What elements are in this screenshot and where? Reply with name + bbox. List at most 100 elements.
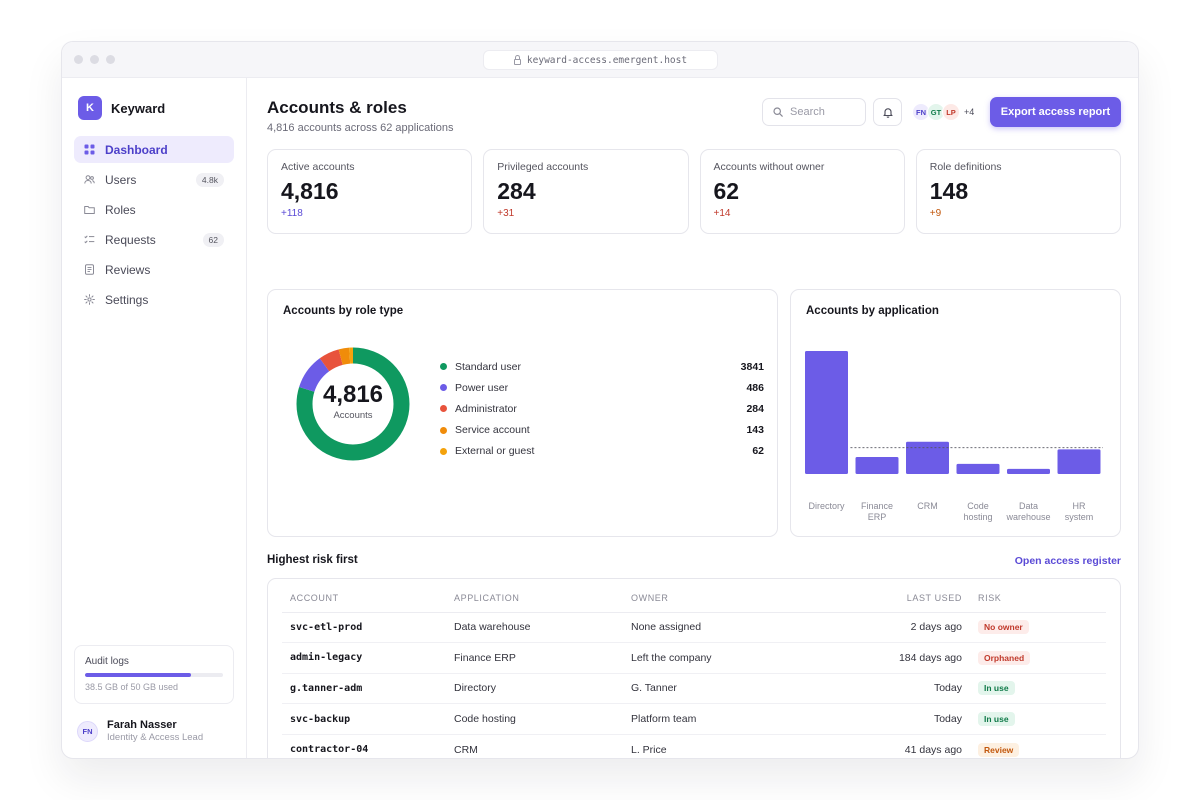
browser-titlebar: keyward-access.emergent.host bbox=[62, 42, 1138, 78]
legend-label: Power user bbox=[455, 381, 509, 394]
status-badge: No owner bbox=[978, 620, 1029, 635]
table-row[interactable]: svc-backup Code hosting Platform team Today… bbox=[282, 703, 1106, 735]
sidebar-item-label: Requests bbox=[105, 232, 156, 247]
legend-label: Standard user bbox=[455, 360, 521, 373]
kpi-value: 148 bbox=[929, 178, 969, 204]
legend-item: Standard user 3841 bbox=[440, 356, 764, 377]
role-type-card: Accounts by role type 4,816 Accounts Sta… bbox=[267, 289, 778, 537]
sidebar-item-users[interactable]: Users 4.8k bbox=[74, 166, 234, 193]
table-row[interactable]: svc-etl-prod Data warehouse None assigned 2… bbox=[282, 612, 1106, 644]
main-content: Accounts & roles 4,816 accounts across 6… bbox=[247, 78, 1138, 758]
last-used-cell: Today bbox=[840, 703, 970, 735]
browser-window: keyward-access.emergent.host K Keyward D… bbox=[61, 41, 1139, 759]
legend-item: Service account 143 bbox=[440, 420, 764, 441]
sidebar-item-settings[interactable]: Settings bbox=[74, 286, 234, 313]
brand-name: Keyward bbox=[111, 100, 166, 116]
audit-log-storage: Audit logs 38.5 GB of 50 GB used bbox=[74, 645, 234, 704]
open-access-register-link[interactable]: Open access register bbox=[1014, 555, 1121, 567]
legend-item: Administrator 284 bbox=[440, 398, 764, 419]
legend-dot bbox=[440, 363, 447, 371]
search-input[interactable]: Search bbox=[762, 98, 866, 126]
legend-item: Power user 486 bbox=[440, 377, 764, 398]
column-header[interactable]: OWNER bbox=[623, 584, 840, 613]
storage-usage-text: 38.5 GB of 50 GB used bbox=[85, 682, 179, 692]
role-legend: Standard user 3841 Power user 486 Administra… bbox=[440, 356, 764, 462]
kpi-card[interactable]: Accounts without owner 62 +14 bbox=[699, 149, 905, 234]
bar-hr-system[interactable] bbox=[1057, 449, 1101, 474]
sidebar-item-label: Settings bbox=[105, 292, 149, 307]
kpi-delta: +118 bbox=[281, 208, 303, 219]
window-controls bbox=[74, 55, 115, 64]
owner-cell: Platform team bbox=[623, 703, 840, 735]
column-header[interactable]: APPLICATION bbox=[446, 584, 623, 613]
user-name: Farah Nasser bbox=[107, 719, 177, 731]
bar-chart-title: Accounts by application bbox=[806, 305, 939, 317]
account-cell: svc-etl-prod bbox=[282, 612, 446, 644]
close-window-dot[interactable] bbox=[74, 55, 83, 64]
owner-cell: L. Price bbox=[631, 743, 667, 756]
column-header[interactable]: RISK bbox=[970, 584, 1106, 613]
search-icon bbox=[773, 107, 783, 117]
owner-cell: None assigned bbox=[623, 612, 840, 644]
storage-title: Audit logs bbox=[85, 656, 129, 667]
sidebar-item-roles[interactable]: Roles bbox=[74, 196, 234, 223]
sidebar-item-reviews[interactable]: Reviews bbox=[74, 256, 234, 283]
kpi-card[interactable]: Privileged accounts 284 +31 bbox=[483, 149, 689, 234]
application-cell: Finance ERP bbox=[446, 642, 623, 674]
risk-table-card: ACCOUNT APPLICATION OWNER LAST USED RISK svc… bbox=[267, 578, 1121, 758]
legend-dot bbox=[440, 405, 447, 413]
minimize-window-dot[interactable] bbox=[90, 55, 99, 64]
folder-icon bbox=[84, 204, 95, 215]
risk-cell: Review bbox=[970, 734, 1106, 758]
bar-crm[interactable] bbox=[906, 441, 949, 474]
maximize-window-dot[interactable] bbox=[106, 55, 115, 64]
legend-label: Service account bbox=[455, 424, 530, 437]
status-badge: In use bbox=[978, 712, 1015, 727]
owner-cell: Left the company bbox=[623, 642, 840, 674]
legend-label: Administrator bbox=[455, 402, 517, 415]
column-header[interactable]: ACCOUNT bbox=[282, 584, 446, 613]
donut-segment-external-or-guest[interactable] bbox=[296, 347, 410, 461]
bar-code-hosting[interactable] bbox=[956, 463, 1000, 474]
gear-icon bbox=[84, 294, 95, 305]
sidebar-item-requests[interactable]: Requests 62 bbox=[74, 226, 234, 253]
brand[interactable]: K Keyward bbox=[78, 96, 165, 120]
grid-icon bbox=[84, 144, 95, 155]
kpi-delta: +14 bbox=[713, 208, 731, 219]
avatar: FN bbox=[77, 720, 98, 742]
bar-finance-erp[interactable] bbox=[855, 457, 899, 474]
risk-cell: Orphaned bbox=[970, 642, 1106, 674]
kpi-value: 4,816 bbox=[281, 178, 339, 204]
legend-item: External or guest 62 bbox=[440, 441, 764, 462]
bar-data-warehouse[interactable] bbox=[1007, 468, 1050, 474]
bar-directory[interactable] bbox=[805, 351, 848, 474]
export-access-report-button[interactable]: Export access report bbox=[990, 97, 1121, 127]
kpi-label: Privileged accounts bbox=[497, 161, 589, 173]
x-tick-label: Finance ERP bbox=[861, 501, 893, 522]
brand-logo: K bbox=[78, 96, 102, 120]
column-header[interactable]: LAST USED bbox=[840, 584, 970, 613]
table-row[interactable]: g.tanner-adm Directory G. Tanner Today In us… bbox=[282, 673, 1106, 705]
team-avatars[interactable]: FN GT LP +4 bbox=[912, 103, 974, 121]
page-title: Accounts & roles bbox=[267, 98, 407, 117]
kpi-label: Accounts without owner bbox=[713, 161, 825, 173]
account-cell: contractor-04 bbox=[290, 744, 369, 756]
notifications-button[interactable] bbox=[873, 98, 902, 126]
account-cell: g.tanner-adm bbox=[282, 673, 446, 705]
kpi-card[interactable]: Active accounts 4,816 +118 bbox=[267, 149, 473, 234]
table-row[interactable]: contractor-04 CRM L. Price 41 days ago Revie… bbox=[282, 734, 1106, 758]
legend-value: 486 bbox=[746, 381, 764, 394]
sidebar-item-dashboard[interactable]: Dashboard bbox=[74, 136, 234, 163]
table-header-row: ACCOUNT APPLICATION OWNER LAST USED RISK bbox=[282, 584, 1106, 613]
storage-progress-bar bbox=[85, 673, 223, 677]
legend-value: 3841 bbox=[740, 360, 764, 373]
table-row[interactable]: admin-legacy Finance ERP Left the company 1… bbox=[282, 642, 1106, 674]
current-user[interactable]: FN Farah Nasser Identity & Access Lead bbox=[77, 719, 203, 743]
x-tick-label: Directory bbox=[808, 501, 845, 511]
kpi-card[interactable]: Role definitions 148 +9 bbox=[915, 149, 1121, 234]
address-bar[interactable]: keyward-access.emergent.host bbox=[483, 50, 718, 70]
bar-chart-svg: Directory Finance ERP CRM Code hosting Data war… bbox=[805, 351, 1103, 522]
risk-cell: In use bbox=[970, 703, 1106, 735]
page-subtitle: 4,816 accounts across 62 applications bbox=[267, 122, 454, 134]
team-avatar: GT bbox=[927, 103, 945, 121]
